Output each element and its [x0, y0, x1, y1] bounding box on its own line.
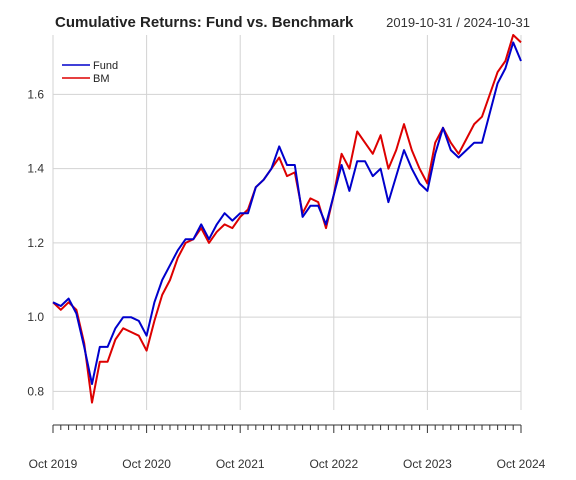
y-tick-label: 1.0	[27, 310, 44, 324]
date-range-label: 2019-10-31 / 2024-10-31	[386, 15, 530, 30]
x-tick-label: Oct 2021	[216, 457, 265, 471]
series-line-bm	[52, 34, 522, 404]
grid	[52, 35, 522, 410]
x-tick-label: Oct 2024	[497, 457, 546, 471]
legend: Fund BM	[62, 60, 118, 85]
legend-label-fund: Fund	[93, 60, 118, 72]
x-tick-label: Oct 2022	[309, 457, 358, 471]
x-tick-label: Oct 2023	[403, 457, 452, 471]
y-tick-label: 1.2	[27, 236, 44, 250]
x-tick-label: Oct 2019	[29, 457, 78, 471]
y-tick-label: 0.8	[27, 384, 44, 398]
series-lines	[52, 34, 522, 404]
series-line-fund	[52, 41, 522, 385]
chart-title: Cumulative Returns: Fund vs. Benchmark	[55, 14, 354, 31]
y-tick-label: 1.6	[27, 87, 44, 101]
y-tick-label: 1.4	[27, 162, 44, 176]
y-axis: 0.8 1.0 1.2 1.4 1.6	[27, 87, 44, 398]
x-axis: Oct 2019 Oct 2020 Oct 2021 Oct 2022 Oct 2023…	[29, 424, 546, 471]
legend-label-bm: BM	[93, 73, 110, 85]
x-tick-label: Oct 2020	[122, 457, 171, 471]
